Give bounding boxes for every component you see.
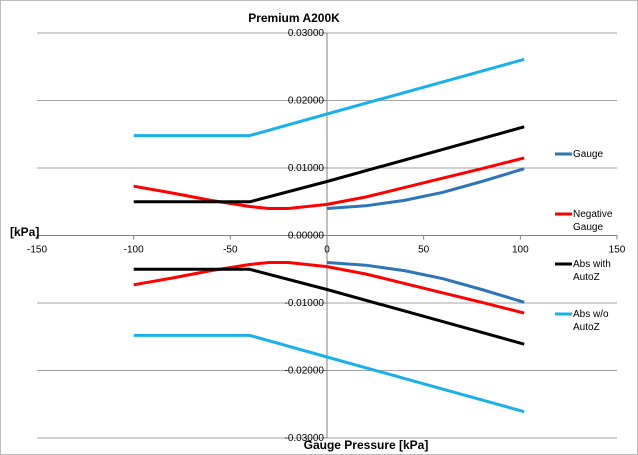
y-axis-title: [kPa]: [10, 225, 39, 239]
series-line: [133, 125, 525, 204]
legend-label: Negative: [573, 209, 613, 220]
chart-title: Premium A200K: [248, 11, 340, 25]
y-tick-label: 0.03000: [288, 28, 325, 39]
legend-label: AutoZ: [573, 322, 600, 333]
x-axis-title: Gauge Pressure [kPa]: [304, 438, 429, 452]
series-gauge: [326, 167, 525, 304]
series-line: [133, 261, 525, 315]
tick-label-layer: 0.03000 0.02000 0.01000 0.00000 -0.01000 -0.0…: [27, 28, 626, 444]
legend: Gauge Negative Gauge Abs with AutoZ Abs w/o Au…: [555, 149, 613, 333]
y-tick-label: 0.01000: [288, 163, 325, 174]
x-tick-label: 150: [609, 245, 626, 256]
legend-item: Negative Gauge: [555, 209, 613, 233]
legend-item: Gauge: [555, 149, 603, 160]
x-tick-label: -150: [27, 245, 47, 256]
series-abs-with-autoz: [133, 125, 525, 346]
y-tick-label: 0.00000: [288, 231, 325, 242]
x-tick-label: -50: [223, 245, 238, 256]
series-line: [133, 333, 525, 414]
series-negative-gauge: [133, 156, 525, 315]
axis-layer: [36, 32, 618, 439]
legend-label: AutoZ: [573, 272, 600, 283]
series-line: [326, 167, 525, 210]
y-tick-label: -0.02000: [285, 366, 325, 377]
x-tick-label: 100: [512, 245, 529, 256]
series-line: [133, 57, 525, 138]
y-tick-label: -0.03000: [285, 433, 325, 444]
series-line: [133, 156, 525, 210]
series-line: [326, 261, 525, 304]
x-tick-label: 0: [324, 245, 330, 256]
y-tick-label: 0.02000: [288, 96, 325, 107]
x-tick-label: 50: [418, 245, 430, 256]
legend-item: Abs with AutoZ: [555, 259, 611, 283]
legend-label: Gauge: [573, 222, 603, 233]
series-line: [133, 267, 525, 346]
legend-label: Abs with: [573, 259, 611, 270]
legend-item: Abs w/o AutoZ: [555, 309, 609, 333]
series-abs-w-o-autoz: [133, 57, 525, 414]
y-tick-label: -0.01000: [285, 298, 325, 309]
legend-label: Abs w/o: [573, 309, 609, 320]
legend-label: Gauge: [573, 149, 603, 160]
x-tick-label: -100: [124, 245, 144, 256]
series-layer: [133, 57, 525, 414]
